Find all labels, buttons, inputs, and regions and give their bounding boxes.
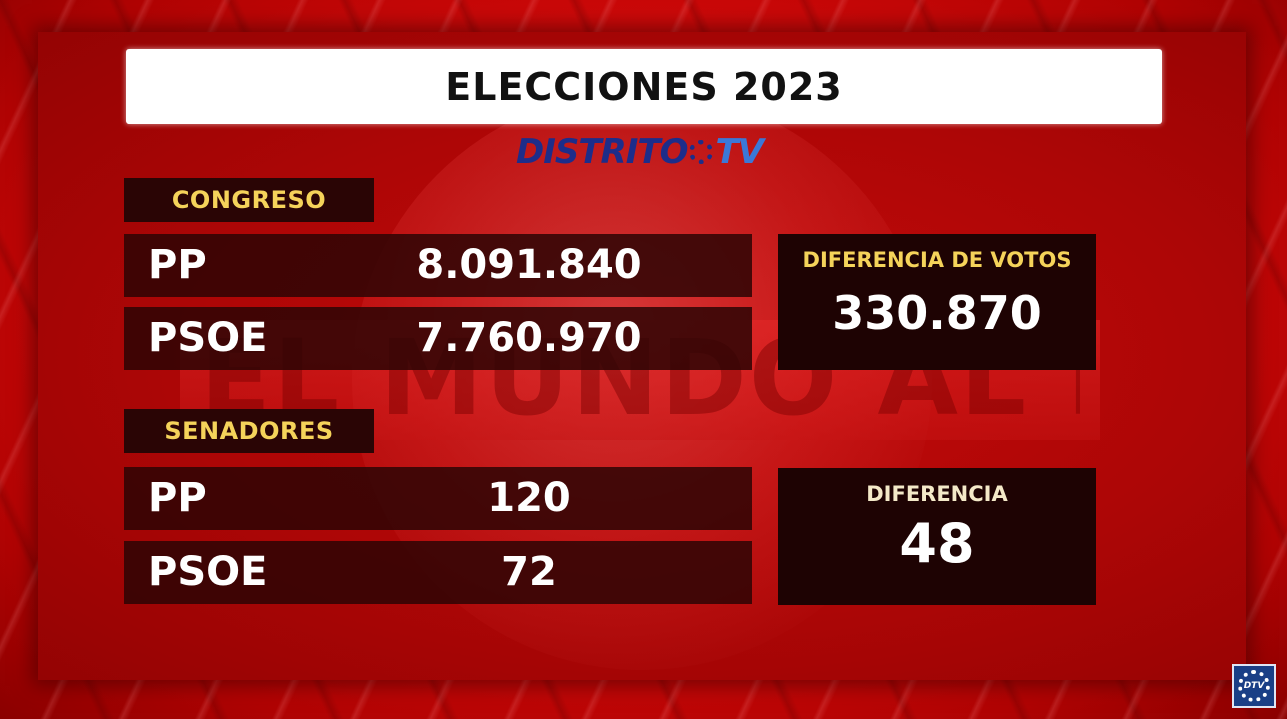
section-label-congreso-text: CONGRESO: [171, 186, 327, 214]
section-label-senadores-text: SENADORES: [164, 417, 334, 445]
party-name: PSOE: [148, 315, 268, 361]
difference-value: 330.870: [832, 286, 1042, 340]
section-label-congreso: CONGRESO: [124, 178, 374, 222]
distrito-tv-logo: DISTRITO TV: [516, 132, 764, 172]
corner-logo-text: DTV: [1243, 681, 1265, 691]
senadores-row-pp: PP 120: [124, 467, 752, 530]
seat-count: 72: [501, 549, 557, 595]
vote-count: 8.091.840: [416, 242, 642, 288]
senadores-row-psoe: PSOE 72: [124, 541, 752, 604]
seat-count: 120: [487, 475, 571, 521]
party-name: PSOE: [148, 549, 268, 595]
congreso-row-pp: PP 8.091.840: [124, 234, 752, 297]
title-bar: ELECCIONES 2023: [126, 49, 1162, 124]
gear-icon: [689, 140, 714, 164]
difference-label: DIFERENCIA: [866, 482, 1008, 506]
congreso-row-psoe: PSOE 7.760.970: [124, 307, 752, 370]
vote-count: 7.760.970: [416, 315, 642, 361]
channel-corner-logo: DTV: [1232, 664, 1276, 708]
party-name: PP: [148, 475, 207, 521]
congreso-difference-box: DIFERENCIA DE VOTOS 330.870: [778, 234, 1096, 370]
senadores-difference-box: DIFERENCIA 48: [778, 468, 1096, 605]
difference-label: DIFERENCIA DE VOTOS: [802, 248, 1072, 272]
dtv-logo-icon: DTV: [1238, 670, 1270, 702]
difference-value: 48: [899, 512, 975, 575]
party-name: PP: [148, 242, 207, 288]
section-label-senadores: SENADORES: [124, 409, 374, 453]
page-title: ELECCIONES 2023: [445, 64, 843, 109]
logo-text-distrito: DISTRITO: [516, 132, 688, 172]
logo-text-tv: TV: [715, 132, 764, 172]
